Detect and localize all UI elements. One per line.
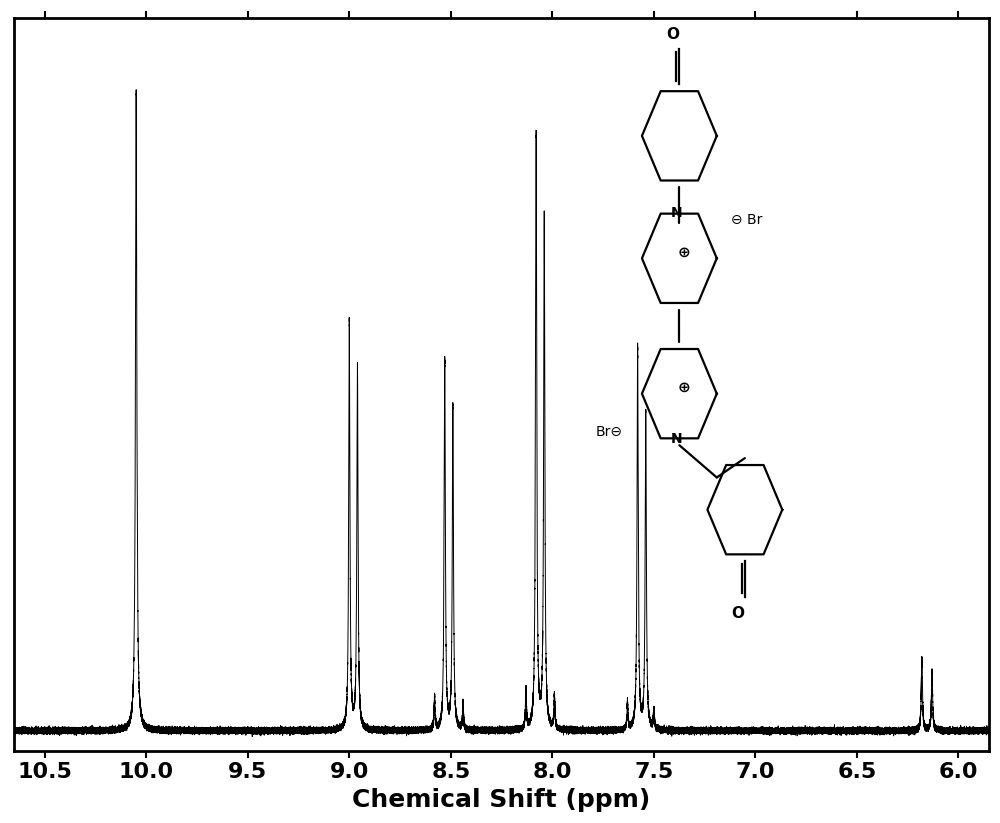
X-axis label: Chemical Shift (ppm): Chemical Shift (ppm) <box>352 788 651 811</box>
